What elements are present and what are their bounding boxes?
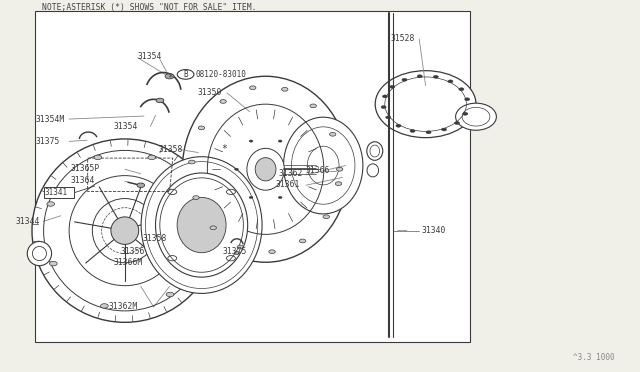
Circle shape bbox=[454, 122, 460, 125]
Text: 31354: 31354 bbox=[114, 122, 138, 131]
Text: *: * bbox=[221, 144, 227, 154]
Text: 31366M: 31366M bbox=[114, 258, 143, 267]
Circle shape bbox=[337, 167, 343, 171]
Circle shape bbox=[396, 124, 401, 127]
Text: 31340: 31340 bbox=[421, 226, 445, 235]
Circle shape bbox=[410, 129, 415, 132]
Circle shape bbox=[330, 132, 336, 136]
Circle shape bbox=[193, 196, 199, 199]
Text: 31356: 31356 bbox=[120, 247, 145, 256]
Ellipse shape bbox=[247, 148, 284, 190]
Text: 31341: 31341 bbox=[45, 188, 68, 197]
Text: 31528: 31528 bbox=[390, 34, 415, 43]
Circle shape bbox=[463, 112, 468, 115]
Ellipse shape bbox=[456, 103, 497, 130]
Circle shape bbox=[94, 155, 102, 160]
Ellipse shape bbox=[32, 139, 218, 322]
Circle shape bbox=[195, 202, 203, 206]
Text: 31344: 31344 bbox=[16, 217, 40, 226]
Text: 31358: 31358 bbox=[142, 234, 166, 243]
Circle shape bbox=[269, 250, 275, 254]
Circle shape bbox=[465, 98, 470, 101]
Text: 08120-83010: 08120-83010 bbox=[195, 70, 246, 79]
Circle shape bbox=[198, 242, 206, 246]
Circle shape bbox=[442, 128, 447, 131]
Text: 31365P: 31365P bbox=[70, 164, 100, 173]
Bar bbox=[44, 187, 74, 198]
Circle shape bbox=[250, 86, 256, 90]
Circle shape bbox=[386, 116, 391, 119]
Circle shape bbox=[459, 88, 464, 91]
Text: 31364: 31364 bbox=[70, 176, 95, 185]
Circle shape bbox=[100, 304, 108, 308]
Circle shape bbox=[300, 239, 306, 243]
Text: 31375: 31375 bbox=[223, 247, 247, 256]
Text: 31354M: 31354M bbox=[35, 115, 65, 124]
Circle shape bbox=[383, 95, 388, 98]
Ellipse shape bbox=[177, 198, 226, 253]
Circle shape bbox=[220, 100, 227, 103]
Ellipse shape bbox=[141, 157, 262, 294]
Circle shape bbox=[390, 85, 395, 88]
Circle shape bbox=[210, 226, 216, 230]
Circle shape bbox=[402, 78, 407, 81]
Circle shape bbox=[165, 74, 174, 79]
Circle shape bbox=[156, 98, 164, 103]
Circle shape bbox=[177, 70, 194, 79]
Text: 31362: 31362 bbox=[278, 169, 303, 178]
Circle shape bbox=[49, 262, 57, 266]
Text: 31361: 31361 bbox=[275, 180, 300, 189]
Ellipse shape bbox=[182, 76, 349, 262]
Circle shape bbox=[426, 131, 431, 134]
Text: *: * bbox=[168, 73, 173, 83]
Circle shape bbox=[249, 196, 253, 199]
Bar bbox=[35, 11, 470, 342]
Ellipse shape bbox=[284, 117, 363, 214]
Ellipse shape bbox=[255, 158, 276, 181]
Circle shape bbox=[323, 215, 330, 219]
Circle shape bbox=[237, 245, 243, 249]
Text: ^3.3 1000: ^3.3 1000 bbox=[573, 353, 614, 362]
Circle shape bbox=[335, 182, 342, 186]
Text: B: B bbox=[183, 70, 188, 79]
Ellipse shape bbox=[367, 142, 383, 160]
Text: 31362M: 31362M bbox=[109, 302, 138, 311]
Text: 31358: 31358 bbox=[159, 145, 183, 154]
Ellipse shape bbox=[156, 173, 248, 277]
Circle shape bbox=[278, 196, 282, 199]
Circle shape bbox=[381, 106, 386, 109]
Circle shape bbox=[198, 126, 205, 130]
Text: 31354: 31354 bbox=[138, 52, 162, 61]
Circle shape bbox=[234, 168, 238, 170]
Text: 31350: 31350 bbox=[197, 88, 221, 97]
Circle shape bbox=[166, 292, 174, 297]
Ellipse shape bbox=[375, 71, 476, 138]
Circle shape bbox=[433, 76, 438, 78]
Circle shape bbox=[234, 251, 239, 254]
Circle shape bbox=[310, 104, 316, 108]
Ellipse shape bbox=[28, 241, 52, 266]
Circle shape bbox=[148, 155, 156, 160]
Circle shape bbox=[448, 80, 453, 83]
Circle shape bbox=[282, 87, 288, 91]
Ellipse shape bbox=[367, 164, 379, 177]
Circle shape bbox=[137, 183, 145, 187]
Text: 31375: 31375 bbox=[35, 137, 60, 146]
Text: NOTE;ASTERISK (*) SHOWS "NOT FOR SALE" ITEM.: NOTE;ASTERISK (*) SHOWS "NOT FOR SALE" I… bbox=[42, 3, 256, 12]
Circle shape bbox=[417, 75, 422, 78]
Text: 31366: 31366 bbox=[306, 166, 330, 174]
Circle shape bbox=[189, 160, 195, 164]
Circle shape bbox=[249, 140, 253, 142]
Ellipse shape bbox=[111, 217, 139, 244]
Circle shape bbox=[47, 202, 54, 206]
Circle shape bbox=[278, 140, 282, 142]
